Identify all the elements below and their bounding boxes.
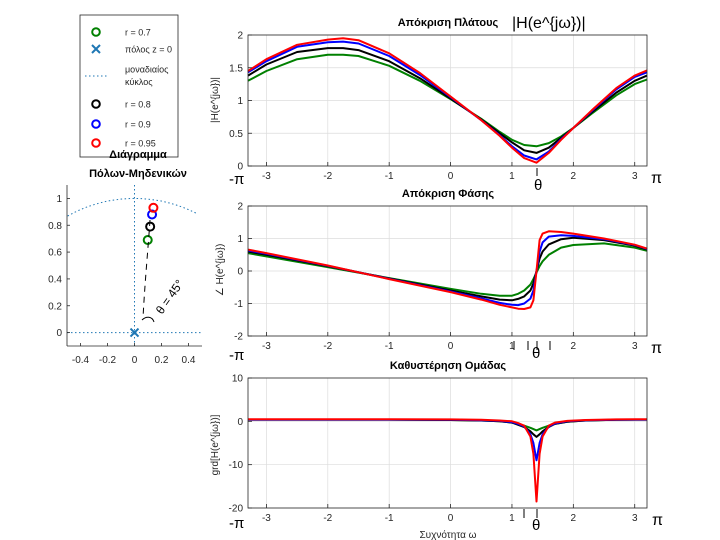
handwritten-theta-3: θ: [532, 517, 540, 534]
x-tick-label: -2: [323, 513, 332, 524]
magnitude-ylabel: |H(e^{jω})|: [210, 77, 221, 123]
pz-title-line2: Πόλων-Μηδενικών: [89, 168, 187, 180]
series-line-r0-95: [248, 418, 648, 503]
series-line-r0-95: [247, 230, 648, 310]
x-tick-label: -2: [323, 171, 332, 182]
legend-label: r = 0.7: [125, 28, 151, 38]
plot-area-2: [248, 378, 647, 508]
handwritten-minus-pi-1: -π: [229, 171, 244, 188]
pole-zero-plot: Διάγραμμα Πόλων-Μηδενικών -0.4 -0.2 0 0.2 0.…: [48, 149, 202, 366]
y-tick-label: 2: [237, 202, 243, 213]
y-tick-label: 2: [237, 31, 243, 42]
pz-x-tick-label: -0.4: [72, 355, 90, 366]
x-tick-label: 1: [509, 341, 515, 352]
legend-label: μοναδιαίος: [125, 65, 169, 75]
x-tick-label: 3: [632, 171, 638, 182]
y-tick-label: 0.5: [229, 129, 243, 140]
pz-y-tick-label: 0.6: [48, 248, 62, 259]
x-tick-label: -3: [262, 171, 271, 182]
legend-marker-circle: [91, 138, 101, 148]
pz-title-line1: Διάγραμμα: [109, 149, 167, 161]
y-tick-label: -2: [234, 332, 243, 343]
y-tick-label: 0: [237, 417, 243, 428]
y-tick-label: -1: [234, 299, 243, 310]
group-delay-xlabel: Συχνότητα ω: [419, 529, 476, 540]
x-tick-label: -3: [262, 341, 271, 352]
y-tick-label: -10: [229, 460, 244, 471]
handwritten-pi-2: π: [651, 340, 662, 357]
y-tick-label: 1.5: [229, 63, 243, 74]
pz-y-tick-label: 0.2: [48, 301, 62, 312]
y-tick-label: 0: [237, 162, 243, 173]
legend-marker-circle: [91, 27, 101, 37]
legend-marker-circle: [91, 119, 101, 129]
series-line-r0-95: [247, 37, 648, 164]
x-tick-label: -1: [385, 341, 394, 352]
group-delay-ylabel: grd[H(e^{jω})]: [210, 414, 221, 475]
handwritten-angle-arc: [141, 316, 155, 323]
y-tick-label: -20: [229, 504, 244, 515]
handwritten-theta-1: θ: [534, 177, 542, 194]
legend-label: r = 0.8: [125, 100, 151, 110]
y-tick-label: 1: [237, 96, 243, 107]
legend-label: r = 0.95: [125, 139, 156, 149]
x-tick-label: 3: [632, 513, 638, 524]
phase-plot: Απόκριση Φάσης ∠ H(e^{jω}) -3 -2 -1 0 1 2 3 -2 -…: [215, 188, 648, 352]
y-tick-label: 1: [237, 234, 243, 245]
pole-marker-origin: [129, 327, 140, 338]
handwritten-theta-2: θ: [532, 345, 540, 362]
legend-box: [79, 14, 179, 158]
x-tick-label: 2: [571, 171, 577, 182]
handwritten-magnitude-note: |H(e^{jω})|: [512, 15, 586, 32]
x-tick-label: -3: [262, 513, 271, 524]
pz-x-tick-label: 0: [132, 355, 138, 366]
pz-y-tick-label: 0.4: [48, 274, 62, 285]
legend-marker-circle: [91, 99, 101, 109]
x-tick-label: -1: [385, 171, 394, 182]
pz-y-tick-label: 0.8: [48, 221, 62, 232]
handwritten-pi-3: π: [652, 512, 663, 529]
x-tick-label: 3: [632, 341, 638, 352]
handwritten-annotations: |H(e^{jω})| -π π θ -π π θ -π π θ θ = 45°: [141, 15, 663, 534]
legend-label: πόλος z = 0: [125, 45, 172, 55]
group-delay-title: Καθυστέρηση Ομάδας: [390, 360, 507, 372]
pz-y-tick-label: 0: [56, 328, 62, 339]
zero-marker: [147, 209, 158, 220]
x-tick-label: 2: [571, 341, 577, 352]
legend: r = 0.7 πόλος z = 0 μοναδιαίος κύκλος r = 0.…: [79, 14, 179, 158]
pz-x-tick-label: 0.4: [182, 355, 196, 366]
pz-x-tick-label: 0.2: [155, 355, 169, 366]
pz-y-tick-label: 1: [56, 194, 62, 205]
handwritten-minus-pi-2: -π: [229, 347, 244, 364]
zero-marker: [142, 235, 153, 246]
axes-frame: [247, 377, 648, 509]
x-tick-label: 0: [448, 171, 454, 182]
x-tick-label: 0: [448, 341, 454, 352]
magnitude-title: Απόκριση Πλάτους: [398, 17, 499, 29]
x-tick-label: 2: [571, 513, 577, 524]
y-tick-label: 0: [237, 267, 243, 278]
handwritten-minus-pi-3: -π: [229, 515, 244, 532]
group-delay-plot: Καθυστέρηση Ομάδας grd[H(e^{jω})] Συχνότ…: [210, 360, 648, 540]
x-tick-label: -1: [385, 513, 394, 524]
handwritten-pi-1: π: [651, 170, 662, 187]
x-tick-label: 1: [509, 171, 515, 182]
zero-marker: [148, 202, 159, 213]
legend-label: r = 0.9: [125, 120, 151, 130]
x-tick-label: -2: [323, 341, 332, 352]
handwritten-dashed-ray: [142, 219, 151, 319]
legend-label-line2: κύκλος: [125, 77, 153, 87]
magnitude-plot: Απόκριση Πλάτους |H(e^{jω})| -3 -2 -1 0 1 2 3 0…: [210, 17, 648, 182]
x-tick-label: 1: [509, 513, 515, 524]
pz-x-tick-label: -0.2: [99, 355, 117, 366]
phase-title: Απόκριση Φάσης: [402, 188, 494, 200]
y-tick-label: 10: [232, 374, 244, 385]
phase-ylabel: ∠ H(e^{jω}): [215, 244, 226, 297]
legend-marker-x: [91, 44, 101, 54]
x-tick-label: 0: [448, 513, 454, 524]
handwritten-tick-marks: [513, 168, 551, 518]
